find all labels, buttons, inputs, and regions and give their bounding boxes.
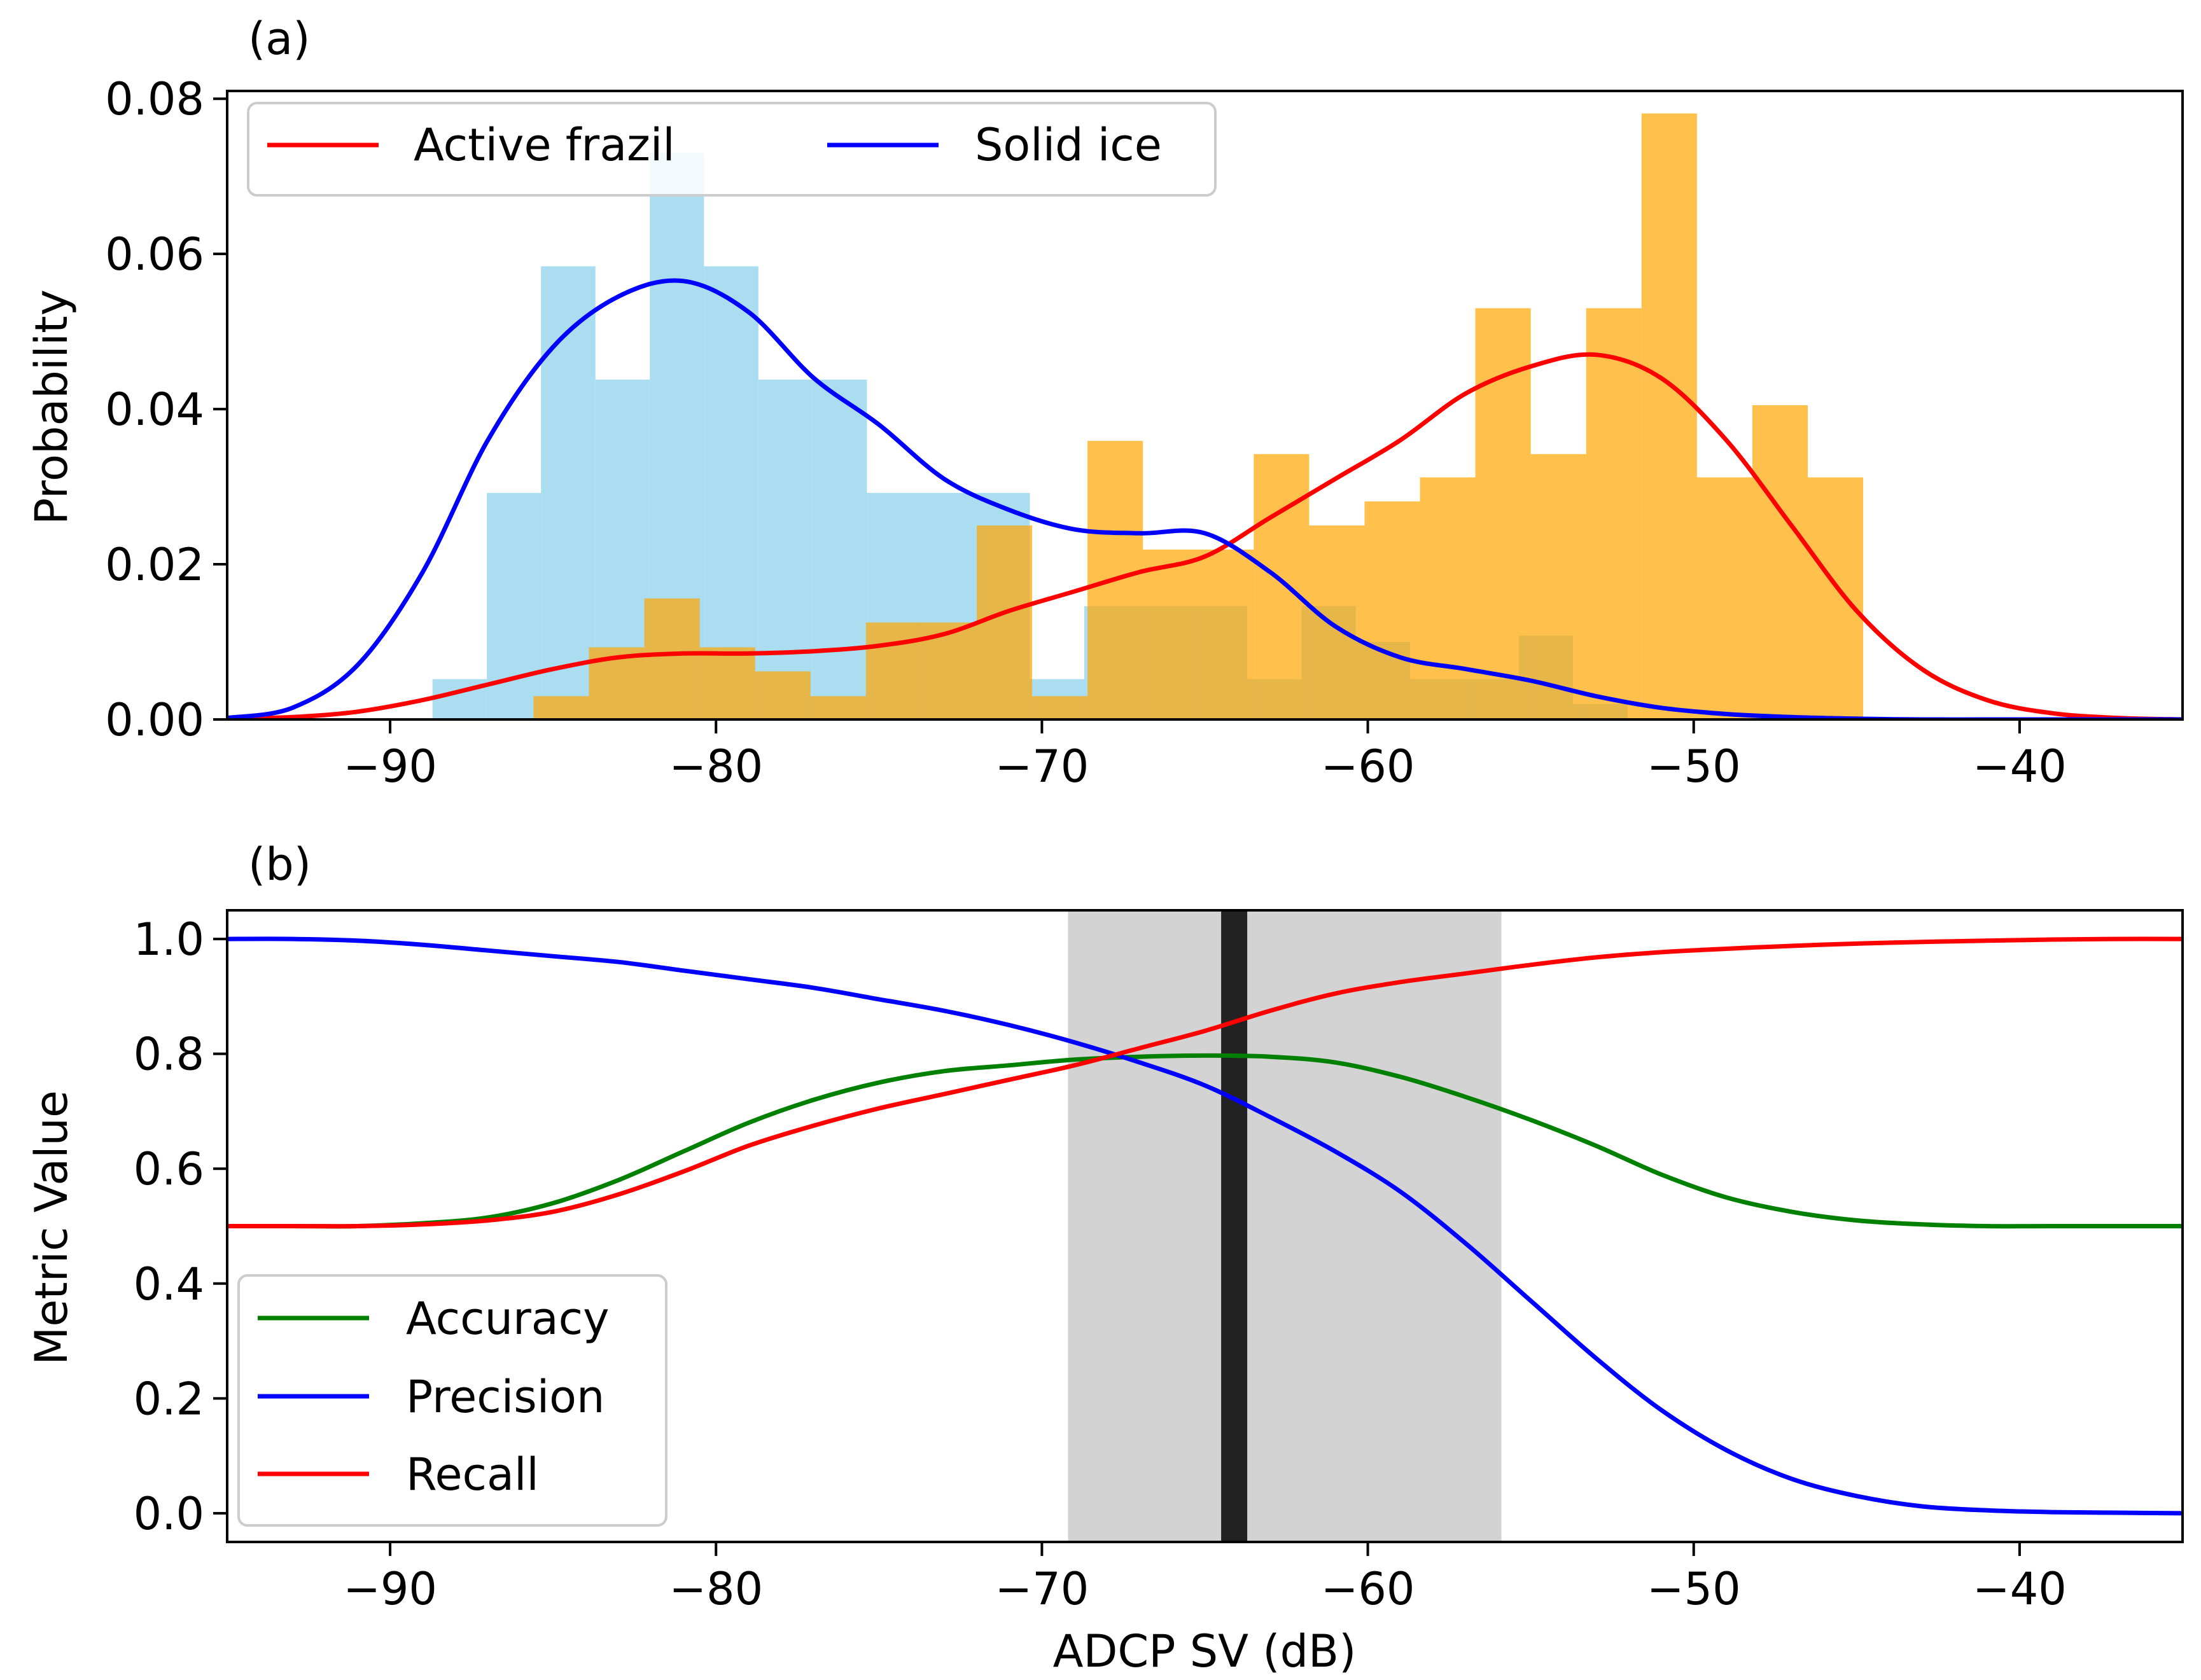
active-frazil-curve — [227, 352, 2183, 719]
legend-label-solid-ice: Solid ice — [975, 119, 1162, 171]
legend-label-active-frazil: Active frazil — [414, 119, 675, 171]
threshold-regions — [1068, 910, 1502, 1542]
panel-b-legend-box — [237, 1274, 667, 1527]
panel-b-frame — [226, 909, 2184, 1543]
active-frazil-histogram — [533, 113, 1864, 719]
active-frazil-bar — [1364, 501, 1420, 719]
active-frazil-bar — [976, 525, 1033, 719]
active-frazil-bar — [1254, 454, 1310, 719]
metric-curves — [227, 936, 2183, 1516]
panel-a-x-axis: −90 −80 −70 −60 −50 −40 — [343, 719, 2067, 793]
panel-a-frame — [226, 90, 2184, 721]
panel-a-y-axis: 0.00 0.02 0.04 0.06 0.08 — [105, 73, 227, 746]
shaded-range — [1068, 910, 1502, 1542]
panel-a-ytick-label: 0.02 — [105, 539, 204, 591]
active-frazil-bar — [1752, 405, 1808, 719]
panel-b-label: (b) — [248, 838, 311, 891]
active-frazil-bar — [1530, 454, 1586, 719]
panel-b-ytick-label: 1.0 — [134, 913, 204, 966]
legend-label-accuracy: Accuracy — [406, 1293, 610, 1345]
recall-curve — [227, 936, 2183, 1229]
solid-ice-bar — [487, 492, 542, 719]
panel-a-legend-box — [247, 102, 1217, 197]
panel-b-ytick-label: 0.6 — [134, 1143, 204, 1195]
panel-b-ylabel: Metric Value — [25, 1090, 78, 1365]
active-frazil-bar — [1586, 308, 1642, 719]
solid-ice-bar — [541, 266, 596, 719]
solid-ice-bar — [813, 379, 867, 719]
active-frazil-bar — [644, 598, 700, 719]
panel-a-ytick-label: 0.04 — [105, 384, 204, 436]
legend-label-precision: Precision — [406, 1371, 604, 1423]
active-frazil-bar — [1808, 477, 1864, 719]
panel-b-xlabel: ADCP SV (dB) — [1053, 1625, 1357, 1677]
panel-a: (a) Probability −90 −80 −70 −60 −50 −40 0.000… — [25, 13, 2184, 793]
solid-ice-bar — [758, 379, 813, 719]
panel-b-x-axis: −90 −80 −70 −60 −50 −40 — [343, 1542, 2067, 1615]
panel-a-legend: Active frazil Solid ice — [247, 102, 1217, 197]
accuracy-curve — [227, 1053, 2183, 1229]
panel-b-xtick-label: −70 — [995, 1563, 1089, 1615]
panel-b-y-axis: 0.0 0.2 0.4 0.6 0.8 1.0 — [134, 913, 227, 1540]
panel-a-xtick-label: −70 — [995, 740, 1089, 793]
panel-b-xtick-label: −60 — [1321, 1563, 1415, 1615]
panel-b-xtick-label: −90 — [343, 1563, 437, 1615]
active-frazil-bar — [1032, 696, 1088, 719]
active-frazil-bar — [1309, 525, 1365, 719]
panel-b-ytick-label: 0.2 — [134, 1373, 204, 1425]
active-frazil-bar — [1696, 477, 1752, 719]
active-frazil-bar — [865, 622, 921, 719]
active-frazil-bar — [810, 696, 866, 719]
active-frazil-bar — [1641, 113, 1697, 719]
panel-a-ytick-label: 0.08 — [105, 73, 204, 125]
panel-b-xtick-label: −40 — [1973, 1563, 2067, 1615]
panel-b-xtick-label: −50 — [1647, 1563, 1741, 1615]
panel-a-ytick-label: 0.06 — [105, 228, 204, 281]
panel-b-legend: Accuracy Precision Recall — [237, 1274, 667, 1527]
optimal-threshold-band — [1221, 910, 1248, 1542]
active-frazil-bar — [533, 696, 589, 719]
panel-b-ytick-label: 0.8 — [134, 1029, 204, 1081]
panel-b-ytick-label: 0.4 — [134, 1258, 204, 1310]
active-frazil-bar — [1198, 549, 1254, 719]
solid-ice-bar — [704, 266, 758, 719]
panel-a-xtick-label: −50 — [1647, 740, 1741, 793]
panel-b-xtick-label: −80 — [669, 1563, 763, 1615]
panel-a-ytick-label: 0.00 — [105, 694, 204, 746]
panel-a-ylabel: Probability — [25, 289, 78, 525]
panel-a-xtick-label: −90 — [343, 740, 437, 793]
panel-a-label: (a) — [248, 13, 311, 65]
panel-b-ytick-label: 0.0 — [134, 1488, 204, 1540]
panel-a-xtick-label: −60 — [1321, 740, 1415, 793]
precision-curve — [227, 936, 2183, 1516]
panel-a-xtick-label: −40 — [1973, 740, 2067, 793]
active-frazil-bar — [699, 647, 755, 719]
active-frazil-bar — [1420, 477, 1476, 719]
legend-label-recall: Recall — [406, 1448, 539, 1501]
panel-a-xtick-label: −80 — [669, 740, 763, 793]
active-frazil-bar — [1143, 549, 1199, 719]
active-frazil-bar — [755, 671, 811, 719]
panel-b: (b) Metric Value ADCP SV (dB) −90 −80 −70−… — [25, 838, 2184, 1677]
